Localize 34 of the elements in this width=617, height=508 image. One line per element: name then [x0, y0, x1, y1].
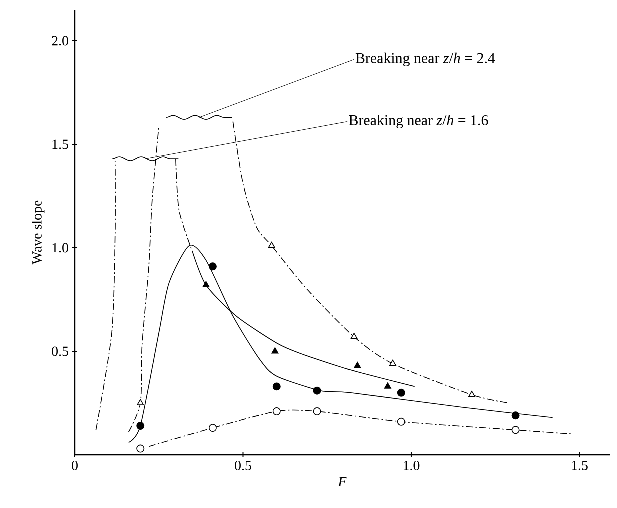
point	[268, 242, 276, 248]
line-series	[96, 160, 116, 431]
y-tick-label: 1.0	[52, 243, 68, 253]
point	[137, 399, 144, 406]
point	[512, 426, 520, 434]
point	[397, 388, 406, 397]
point	[350, 333, 358, 340]
x-tick-label: 0	[72, 461, 78, 470]
point	[389, 360, 396, 366]
point	[354, 362, 362, 368]
point	[384, 382, 392, 389]
point	[313, 386, 322, 395]
annotation: Breaking near z/h = 1.6	[349, 114, 488, 129]
point	[397, 418, 406, 426]
y-axis-title: Wave slope	[32, 200, 45, 265]
point	[468, 390, 476, 398]
point	[313, 408, 322, 416]
point	[208, 424, 217, 432]
point	[202, 281, 210, 288]
y-tick-label: 0.5	[52, 346, 68, 356]
point	[136, 444, 145, 453]
y-tick-label: 1.5	[52, 140, 68, 150]
point	[136, 422, 145, 430]
y-tick-label: 2.0	[52, 36, 68, 46]
x-tick-label: 0.5	[235, 461, 252, 470]
x-tick-label: 1.5	[572, 461, 588, 470]
point	[208, 262, 217, 271]
point	[272, 348, 279, 354]
point	[512, 412, 520, 420]
point	[272, 408, 281, 416]
x-tick-label: 1.0	[404, 461, 420, 470]
annotation: Breaking near z/h = 2.4	[356, 52, 496, 66]
x-axis-title: F	[338, 477, 347, 486]
point	[272, 382, 281, 391]
